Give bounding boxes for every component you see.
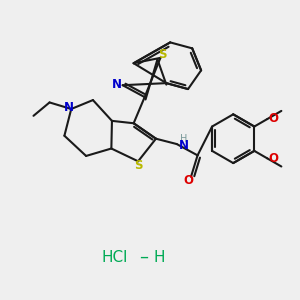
Text: O: O xyxy=(268,112,278,125)
Text: O: O xyxy=(184,174,194,187)
Text: –: – xyxy=(139,248,148,266)
Text: S: S xyxy=(158,48,166,62)
Text: N: N xyxy=(64,101,74,114)
Text: S: S xyxy=(134,159,143,172)
Text: N: N xyxy=(112,78,122,91)
Text: H: H xyxy=(153,250,165,265)
Text: H: H xyxy=(181,134,188,144)
Text: HCl: HCl xyxy=(101,250,128,265)
Text: N: N xyxy=(179,139,189,152)
Text: O: O xyxy=(268,152,278,165)
